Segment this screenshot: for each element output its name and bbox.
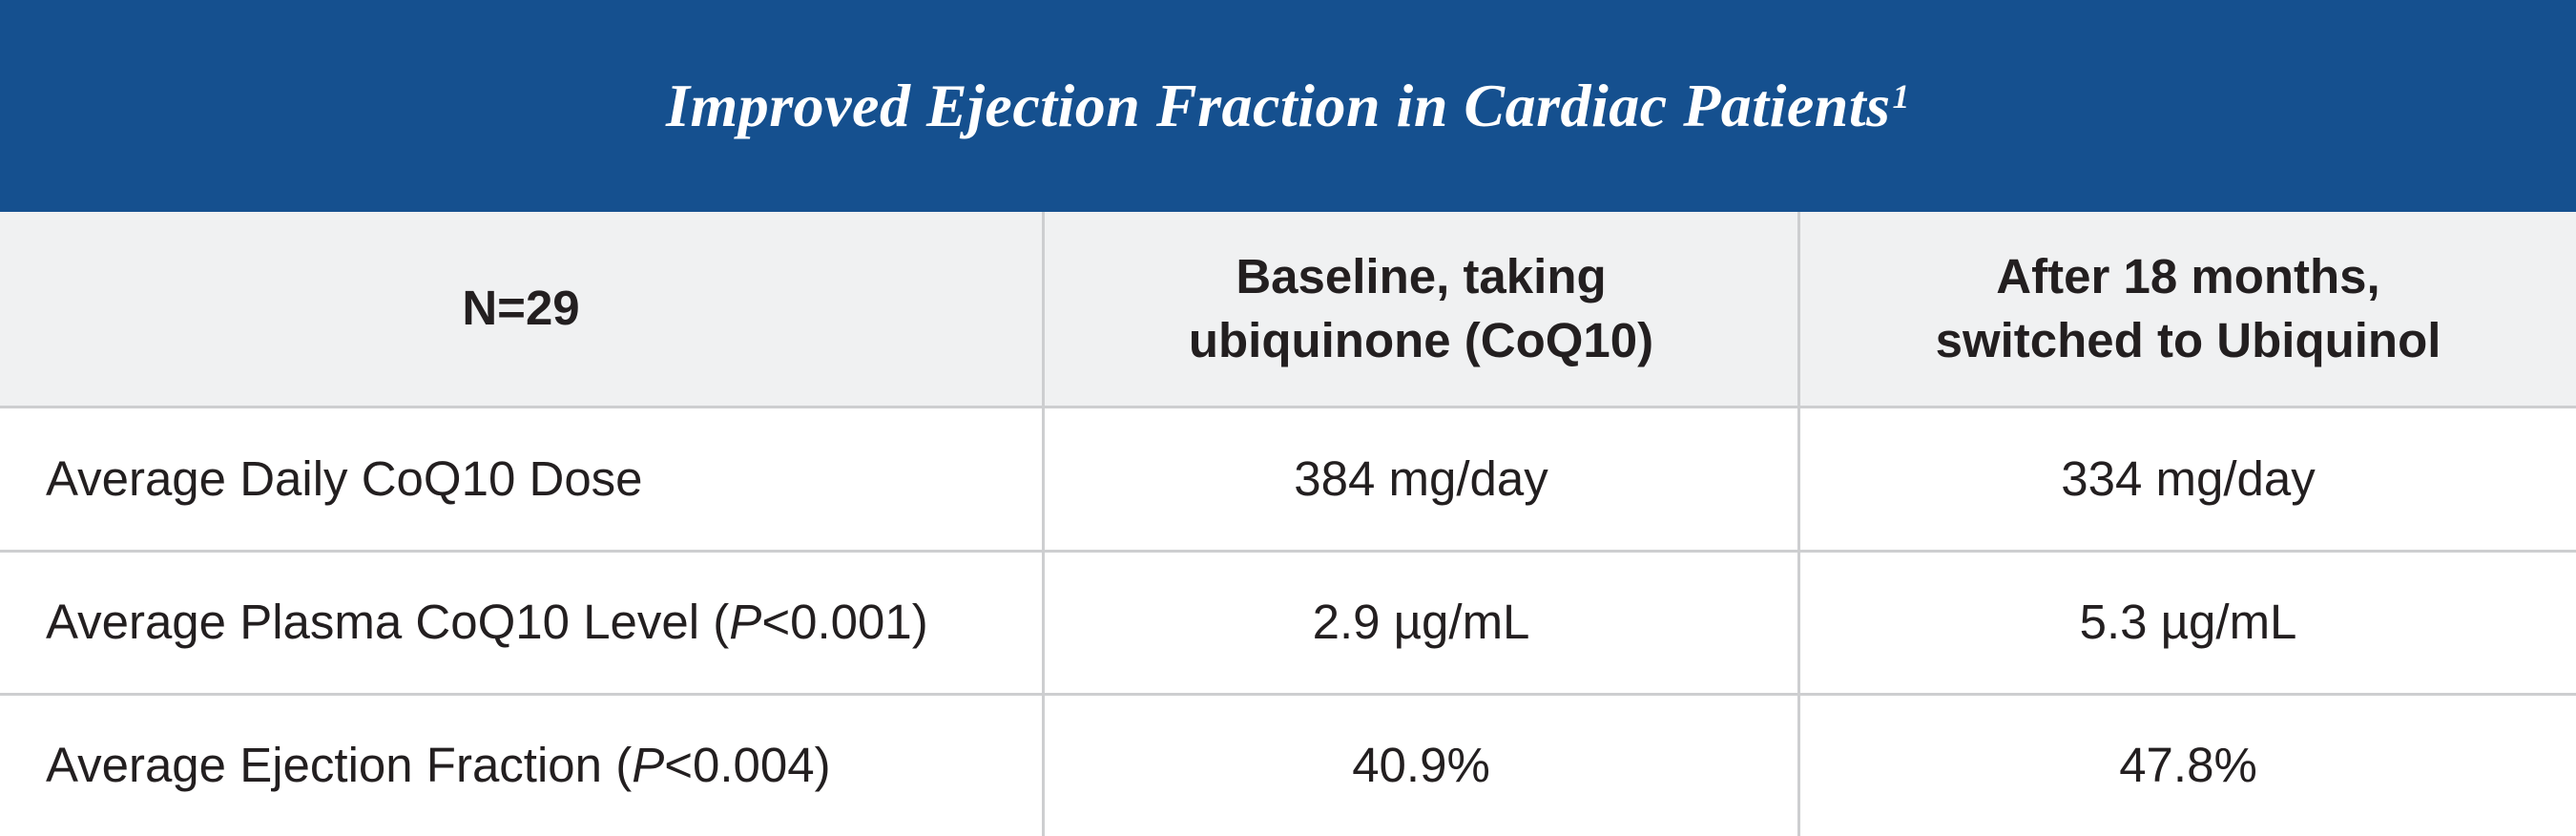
row-label-p-value: P: [632, 738, 665, 793]
data-table: N=29 Baseline, taking ubiquinone (CoQ10)…: [0, 212, 2576, 836]
cell-value-after-dose: 334 mg/day: [1800, 406, 2576, 550]
cell-value-after-plasma: 5.3 µg/mL: [1800, 550, 2576, 693]
cell-value-baseline-ef: 40.9%: [1045, 693, 1800, 836]
row-label-suffix: <0.004): [664, 738, 831, 793]
title-banner: Improved Ejection Fraction in Cardiac Pa…: [0, 0, 2576, 212]
row-label-plasma-level: Average Plasma CoQ10 Level (P <0.001): [0, 550, 1045, 693]
column-header-baseline: Baseline, taking ubiquinone (CoQ10): [1045, 212, 1800, 406]
row-label-suffix: <0.001): [761, 595, 928, 650]
column-header-n29: N=29: [0, 212, 1045, 406]
cell-value-baseline-plasma: 2.9 µg/mL: [1045, 550, 1800, 693]
row-label-p-value: P: [729, 595, 762, 650]
cell-value-baseline-dose: 384 mg/day: [1045, 406, 1800, 550]
table-title-text: Improved Ejection Fraction in Cardiac Pa…: [666, 72, 1891, 139]
cell-value-after-ef: 47.8%: [1800, 693, 2576, 836]
row-label-ejection-fraction: Average Ejection Fraction (P <0.004): [0, 693, 1045, 836]
column-header-after-18-months: After 18 months, switched to Ubiquinol: [1800, 212, 2576, 406]
row-label-daily-dose: Average Daily CoQ10 Dose: [0, 406, 1045, 550]
row-label-text: Average Plasma CoQ10 Level (: [46, 595, 730, 650]
title-footnote-marker: 1: [1892, 77, 1910, 116]
row-label-text: Average Daily CoQ10 Dose: [46, 450, 643, 506]
row-label-text: Average Ejection Fraction (: [46, 738, 633, 793]
table-title: Improved Ejection Fraction in Cardiac Pa…: [666, 71, 1910, 141]
